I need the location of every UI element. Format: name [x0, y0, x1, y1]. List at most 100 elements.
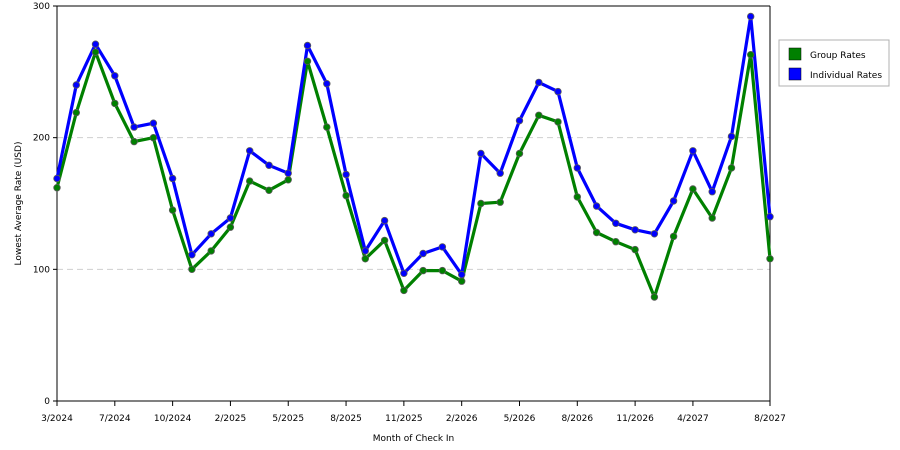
- data-point-group-rates: [188, 265, 196, 273]
- data-point-individual-rates: [323, 79, 331, 88]
- data-point-individual-rates: [130, 123, 138, 131]
- data-point-individual-rates: [72, 81, 80, 89]
- data-point-individual-rates: [188, 251, 196, 259]
- data-point-individual-rates: [207, 230, 215, 238]
- data-point-individual-rates: [535, 78, 543, 87]
- data-point-individual-rates: [111, 72, 119, 80]
- y-tick-label: 100: [33, 265, 50, 275]
- y-tick-label: 200: [33, 134, 50, 144]
- y-axis-title: Lowest Average Rate (USD): [14, 142, 24, 266]
- data-point-group-rates: [226, 223, 235, 231]
- data-point-group-rates: [303, 57, 312, 65]
- data-point-group-rates: [111, 99, 119, 108]
- data-point-individual-rates: [650, 230, 659, 238]
- series-points: [53, 12, 774, 301]
- x-ticks: 3/2024 7/2024 10/2024 2/2025 5/2025 8/2025 11/…: [41, 401, 786, 424]
- data-point-group-rates: [535, 111, 543, 119]
- data-point-individual-rates: [265, 161, 273, 169]
- data-point-individual-rates: [226, 214, 235, 222]
- x-tick-label: 8/2026: [561, 414, 593, 424]
- data-point-group-rates: [361, 255, 369, 263]
- data-point-individual-rates: [400, 269, 408, 277]
- x-tick-label: 7/2024: [99, 414, 131, 424]
- data-point-group-rates: [747, 51, 755, 59]
- data-point-individual-rates: [91, 40, 100, 48]
- x-tick-label: 4/2027: [677, 414, 709, 424]
- data-point-individual-rates: [303, 41, 312, 50]
- data-point-individual-rates: [612, 219, 620, 227]
- data-point-individual-rates: [689, 147, 697, 155]
- series-line-group-rates: [55, 50, 772, 299]
- x-tick-label: 3/2024: [41, 414, 73, 424]
- data-point-individual-rates: [361, 247, 369, 255]
- data-point-group-rates: [72, 108, 80, 117]
- axes: [56, 5, 771, 402]
- legend-swatch-group-rates: [788, 47, 802, 61]
- x-tick-label: 11/2026: [616, 414, 654, 424]
- data-point-individual-rates: [458, 270, 466, 279]
- data-point-individual-rates: [438, 243, 447, 251]
- legend-label-individual-rates: Individual Rates: [810, 71, 882, 81]
- data-point-group-rates: [554, 118, 562, 126]
- x-tick-label: 10/2024: [154, 414, 192, 424]
- data-point-group-rates: [53, 183, 61, 192]
- data-point-group-rates: [669, 232, 678, 241]
- series-line-individual-rates: [55, 14, 772, 277]
- x-tick-label: 5/2025: [272, 414, 304, 424]
- x-tick-label: 2/2025: [215, 414, 247, 424]
- data-point-group-rates: [168, 206, 177, 214]
- data-point-individual-rates: [380, 216, 389, 225]
- data-point-individual-rates: [245, 147, 254, 155]
- data-point-individual-rates: [496, 169, 504, 177]
- data-point-individual-rates: [573, 164, 581, 172]
- data-point-group-rates: [438, 266, 447, 275]
- data-point-individual-rates: [342, 170, 350, 179]
- data-point-group-rates: [207, 247, 215, 255]
- data-point-individual-rates: [727, 132, 736, 141]
- data-point-individual-rates: [747, 12, 755, 21]
- grid-lines: [57, 137, 770, 270]
- data-point-individual-rates: [477, 149, 485, 158]
- series-lines: [55, 14, 772, 299]
- data-point-group-rates: [573, 193, 581, 201]
- data-point-individual-rates: [708, 187, 716, 196]
- data-point-group-rates: [91, 48, 100, 56]
- x-tick-label: 8/2027: [754, 414, 786, 424]
- data-point-individual-rates: [592, 202, 601, 210]
- y-ticks: 0 100 200 300: [33, 2, 57, 407]
- data-point-individual-rates: [631, 226, 639, 234]
- data-point-group-rates: [515, 149, 524, 158]
- data-point-group-rates: [419, 266, 427, 275]
- data-point-group-rates: [477, 199, 485, 208]
- data-point-individual-rates: [284, 169, 292, 177]
- data-point-individual-rates: [766, 212, 774, 221]
- data-point-individual-rates: [669, 197, 678, 205]
- data-point-group-rates: [650, 293, 659, 301]
- data-point-group-rates: [766, 255, 774, 263]
- data-point-group-rates: [727, 164, 736, 172]
- data-point-group-rates: [592, 228, 601, 237]
- data-point-group-rates: [458, 277, 466, 285]
- data-point-group-rates: [284, 176, 292, 184]
- data-point-group-rates: [342, 191, 350, 200]
- legend-label-group-rates: Group Rates: [810, 51, 866, 61]
- x-tick-label: 2/2026: [446, 414, 478, 424]
- data-point-group-rates: [323, 123, 331, 131]
- data-point-group-rates: [708, 214, 716, 222]
- data-point-individual-rates: [168, 174, 177, 183]
- data-point-individual-rates: [149, 119, 158, 127]
- data-point-group-rates: [130, 137, 138, 146]
- legend: Group Rates Individual Rates: [778, 39, 890, 87]
- x-tick-label: 8/2025: [330, 414, 362, 424]
- data-point-individual-rates: [53, 174, 61, 183]
- y-tick-label: 0: [44, 397, 50, 407]
- data-point-individual-rates: [554, 87, 562, 96]
- x-tick-label: 5/2026: [504, 414, 536, 424]
- data-point-group-rates: [689, 185, 697, 193]
- data-point-group-rates: [631, 245, 639, 254]
- data-point-group-rates: [149, 133, 158, 142]
- data-point-group-rates: [380, 236, 389, 245]
- legend-swatch-individual-rates: [788, 67, 802, 81]
